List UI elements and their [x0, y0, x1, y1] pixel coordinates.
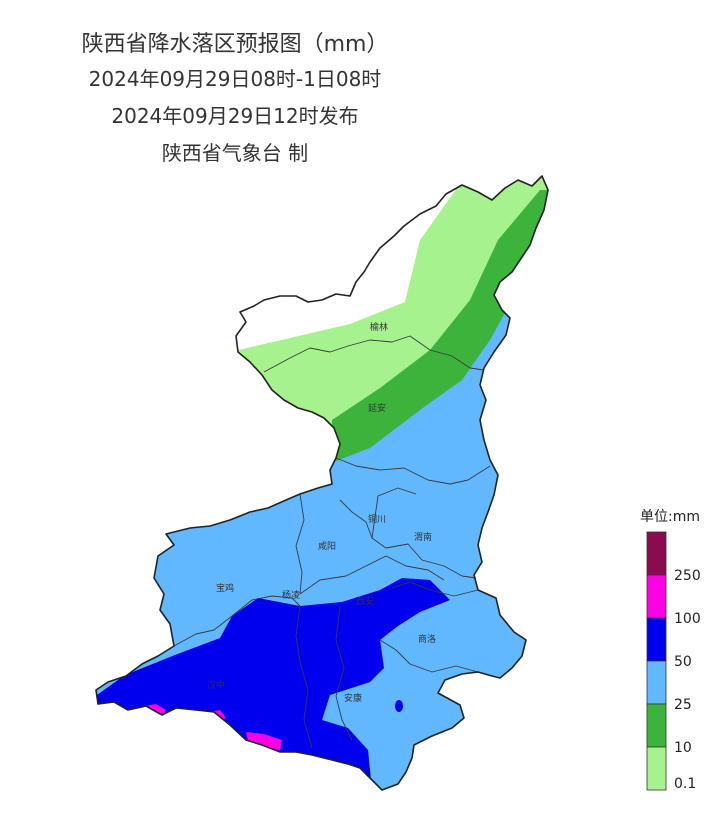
- legend-label-250: 250: [674, 568, 701, 584]
- legend-swatch-100-250: [646, 574, 667, 619]
- city-label-shangluo: 商洛: [418, 633, 436, 645]
- city-label-xianyang: 咸阳: [318, 540, 336, 552]
- legend-title: 单位:mm: [640, 509, 700, 525]
- city-label-baoji: 宝鸡: [216, 582, 234, 594]
- legend-swatch-10-25: [646, 703, 667, 748]
- city-label-yulin: 榆林: [370, 321, 388, 333]
- legend-swatch-0.1-10: [646, 746, 667, 791]
- map-title: 陕西省降水落区预报图（mm）: [81, 32, 389, 57]
- legend-label-0.1: 0.1: [674, 776, 697, 792]
- city-label-weinan: 渭南: [414, 531, 432, 543]
- legend-label-10: 10: [674, 740, 692, 756]
- city-label-tongchuan: 铜川: [368, 513, 386, 525]
- issue-time: 2024年09月29日12时发布: [111, 104, 359, 128]
- city-label-hanzhong: 汉中: [207, 679, 225, 691]
- city-label-xian: 西安: [356, 595, 374, 607]
- city-label-yangling: 杨凌: [282, 589, 300, 601]
- city-label-yanan: 延安: [368, 402, 386, 414]
- legend-label-100: 100: [674, 611, 701, 627]
- legend-swatch-above-250: [646, 531, 667, 576]
- legend-swatch-50-100: [646, 617, 667, 662]
- city-label-ankang: 安康: [344, 692, 362, 704]
- issuer: 陕西省气象台 制: [161, 141, 309, 165]
- legend-label-25: 25: [674, 697, 692, 713]
- legend-swatch-25-50: [646, 660, 667, 705]
- forecast-period: 2024年09月29日08时-1日08时: [88, 67, 382, 91]
- legend-color-bar: [646, 531, 667, 791]
- legend-label-50: 50: [674, 654, 692, 670]
